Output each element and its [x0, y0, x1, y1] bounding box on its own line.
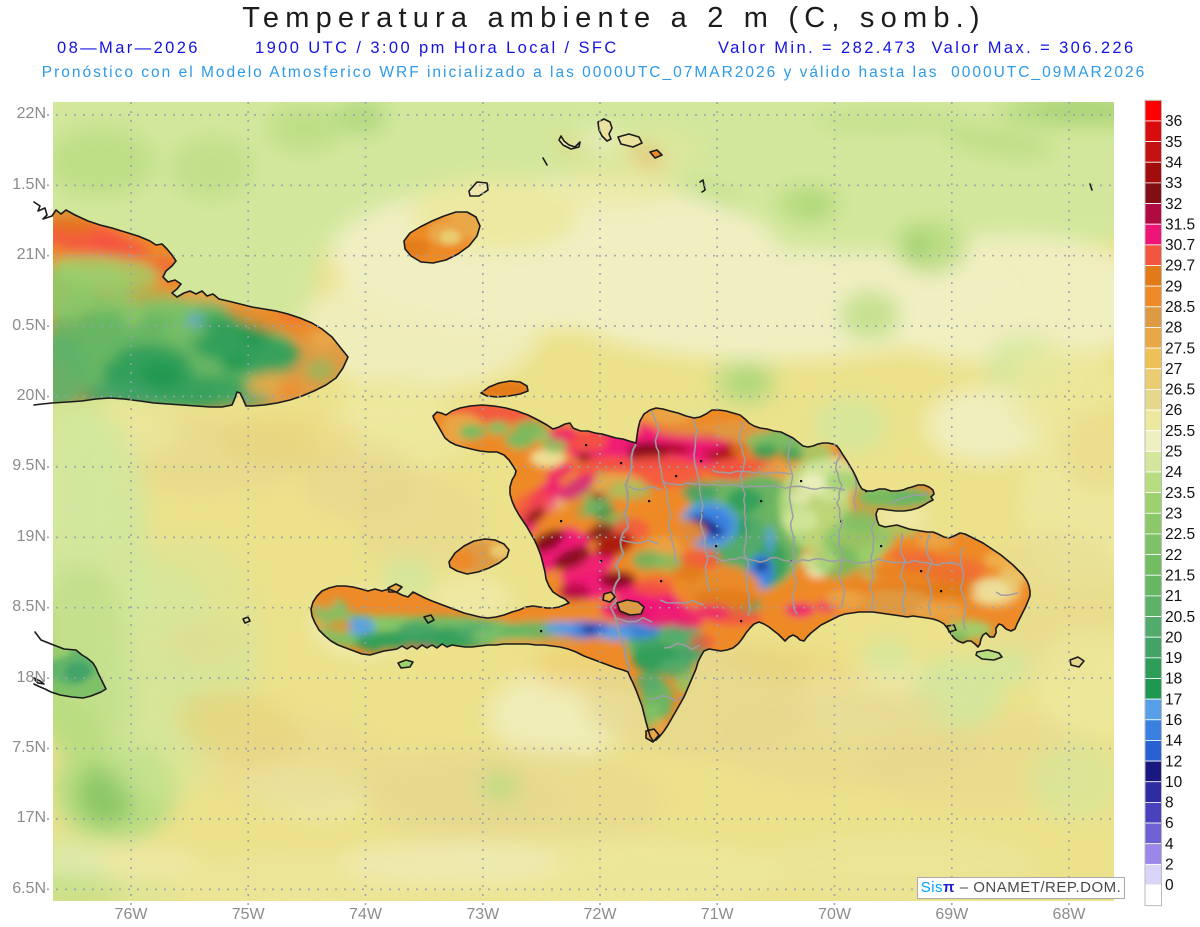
svg-text:6: 6: [1165, 815, 1174, 832]
svg-text:18: 18: [1165, 671, 1182, 688]
svg-text:8: 8: [1165, 795, 1174, 812]
svg-text:32: 32: [1165, 196, 1182, 213]
svg-text:21.5: 21.5: [1165, 568, 1195, 585]
svg-text:12: 12: [1165, 753, 1182, 770]
svg-text:34: 34: [1165, 154, 1183, 171]
svg-text:19: 19: [1165, 650, 1182, 667]
svg-text:17: 17: [1165, 691, 1182, 708]
svg-text:22.5: 22.5: [1165, 526, 1195, 543]
svg-text:23: 23: [1165, 506, 1182, 523]
svg-text:28: 28: [1165, 320, 1182, 337]
svg-text:21: 21: [1165, 588, 1182, 605]
svg-text:24: 24: [1165, 464, 1183, 481]
svg-text:14: 14: [1165, 733, 1183, 750]
svg-text:20.5: 20.5: [1165, 609, 1195, 626]
svg-text:30.7: 30.7: [1165, 237, 1195, 254]
svg-text:36: 36: [1165, 113, 1182, 130]
svg-text:2: 2: [1165, 857, 1174, 874]
svg-text:35: 35: [1165, 134, 1182, 151]
svg-text:26: 26: [1165, 402, 1182, 419]
svg-text:26.5: 26.5: [1165, 382, 1195, 399]
svg-text:27.5: 27.5: [1165, 340, 1195, 357]
svg-text:31.5: 31.5: [1165, 216, 1195, 233]
svg-text:25.5: 25.5: [1165, 423, 1195, 440]
svg-text:10: 10: [1165, 774, 1183, 791]
svg-text:27: 27: [1165, 361, 1182, 378]
svg-text:22: 22: [1165, 547, 1182, 564]
svg-text:33: 33: [1165, 175, 1182, 192]
svg-text:4: 4: [1165, 836, 1174, 853]
svg-text:29.7: 29.7: [1165, 258, 1195, 275]
svg-text:16: 16: [1165, 712, 1182, 729]
svg-text:0: 0: [1165, 877, 1174, 894]
svg-text:28.5: 28.5: [1165, 299, 1195, 316]
svg-text:20: 20: [1165, 629, 1183, 646]
svg-text:29: 29: [1165, 278, 1182, 295]
svg-text:25: 25: [1165, 444, 1182, 461]
svg-text:23.5: 23.5: [1165, 485, 1195, 502]
